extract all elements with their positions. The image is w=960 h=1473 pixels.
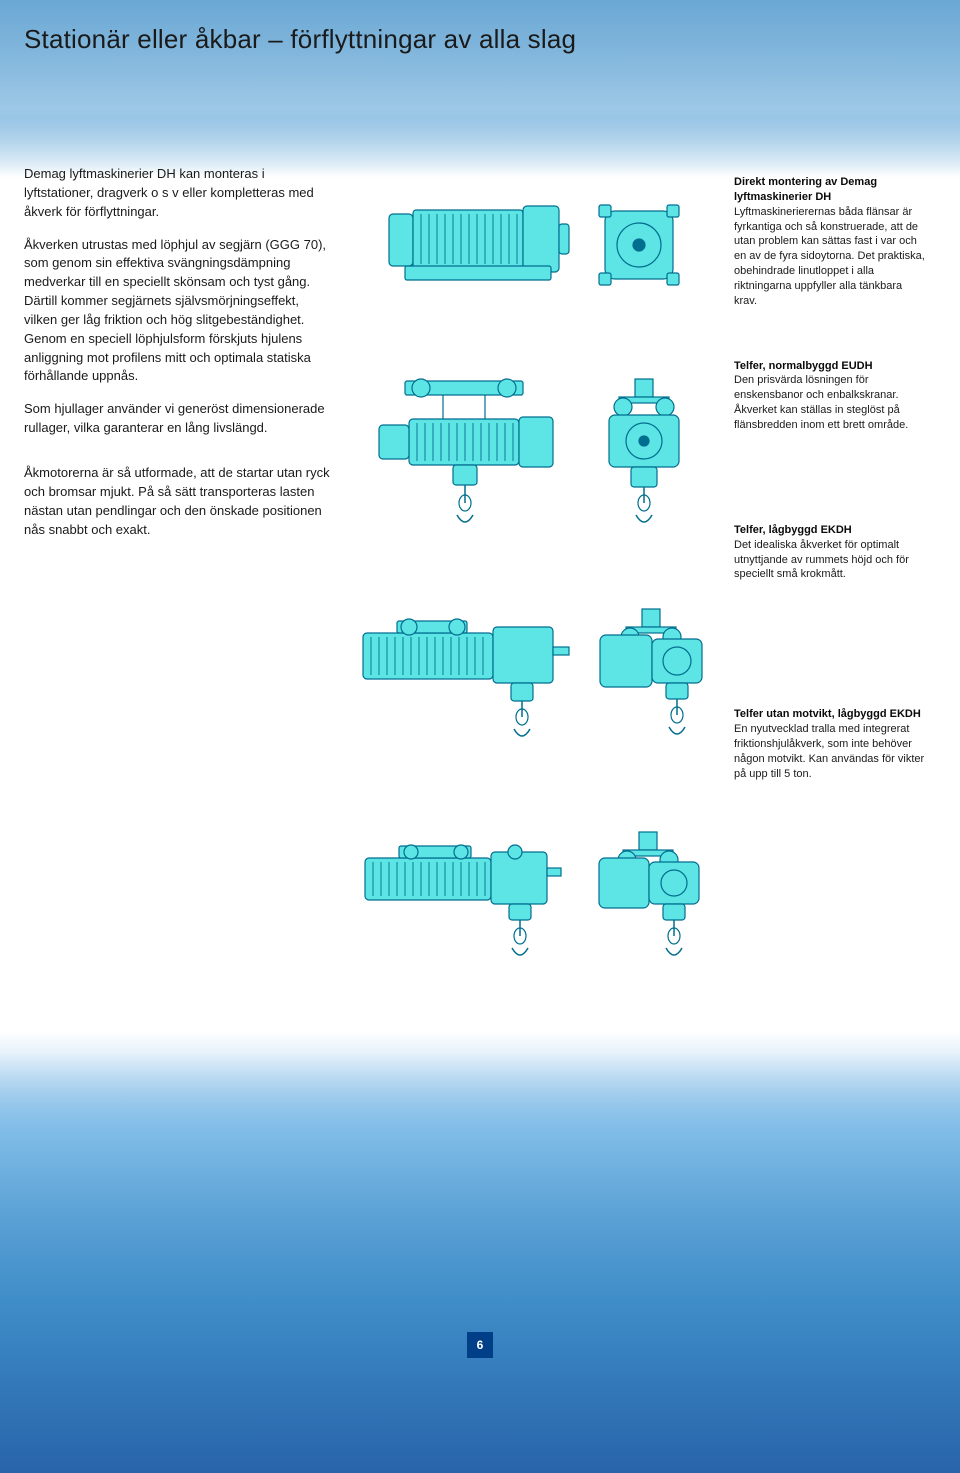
hoist-dh-end-icon [593,199,685,291]
caption-block-4: Telfer utan motvikt, lågbyggd EKDH En ny… [734,707,928,781]
hoist-ekdh-end-icon [592,605,712,755]
intro-paragraph-1: Demag lyftmaskinerier DH kan monteras i … [24,165,334,222]
caption-4-title: Telfer utan motvikt, lågbyggd EKDH [734,708,921,720]
caption-2-body: Den prisvärda lösningen för enskensbanor… [734,374,908,431]
caption-block-3: Telfer, lågbyggd EKDH Det idealiska åkve… [734,523,928,582]
hoist-eudh-side-icon [369,375,569,535]
diagram-row-4 [359,815,709,990]
hoist-ekdh-side-icon [357,605,572,755]
right-column: Direkt montering av Demag lyftmaskinerie… [734,165,928,990]
caption-3-title: Telfer, lågbyggd EKDH [734,524,852,536]
caption-block-2: Telfer, normalbyggd EUDH Den prisvärda l… [734,359,928,433]
background-bottom-gradient [0,1053,960,1473]
intro-paragraph-3: Som hjullager använder vi generöst dimen… [24,400,334,438]
intro-paragraph-4: Åkmotorerna är så utformade, att de star… [24,464,334,539]
caption-1-body: Lyftmaskinerierernas båda flänsar är fyr… [734,206,925,307]
diagram-column [364,165,704,990]
diagram-row-3 [357,595,712,765]
page-content: Stationär eller åkbar – förflyttningar a… [0,0,960,1030]
hoist-dh-side-icon [383,200,573,290]
caption-block-1: Direkt montering av Demag lyftmaskinerie… [734,175,928,309]
caption-3-body: Det idealiska åkverket för optimalt utny… [734,539,909,581]
columns: Demag lyftmaskinerier DH kan monteras i … [24,165,928,990]
left-column: Demag lyftmaskinerier DH kan monteras i … [24,165,334,990]
caption-1-title: Direkt montering av Demag lyftmaskinerie… [734,176,877,203]
hoist-ekdh-ncw-side-icon [359,828,569,978]
diagram-row-2 [369,365,699,545]
hoist-ekdh-ncw-end-icon [589,828,709,978]
page-number: 6 [467,1332,493,1358]
hoist-eudh-end-icon [589,375,699,535]
caption-4-body: En nyutvecklad tralla med integrerat fri… [734,723,924,780]
diagram-row-1 [383,175,685,315]
caption-2-title: Telfer, normalbyggd EUDH [734,360,873,372]
page-title: Stationär eller åkbar – förflyttningar a… [24,24,928,55]
intro-paragraph-2: Åkverken utrustas med löphjul av segjärn… [24,236,334,387]
